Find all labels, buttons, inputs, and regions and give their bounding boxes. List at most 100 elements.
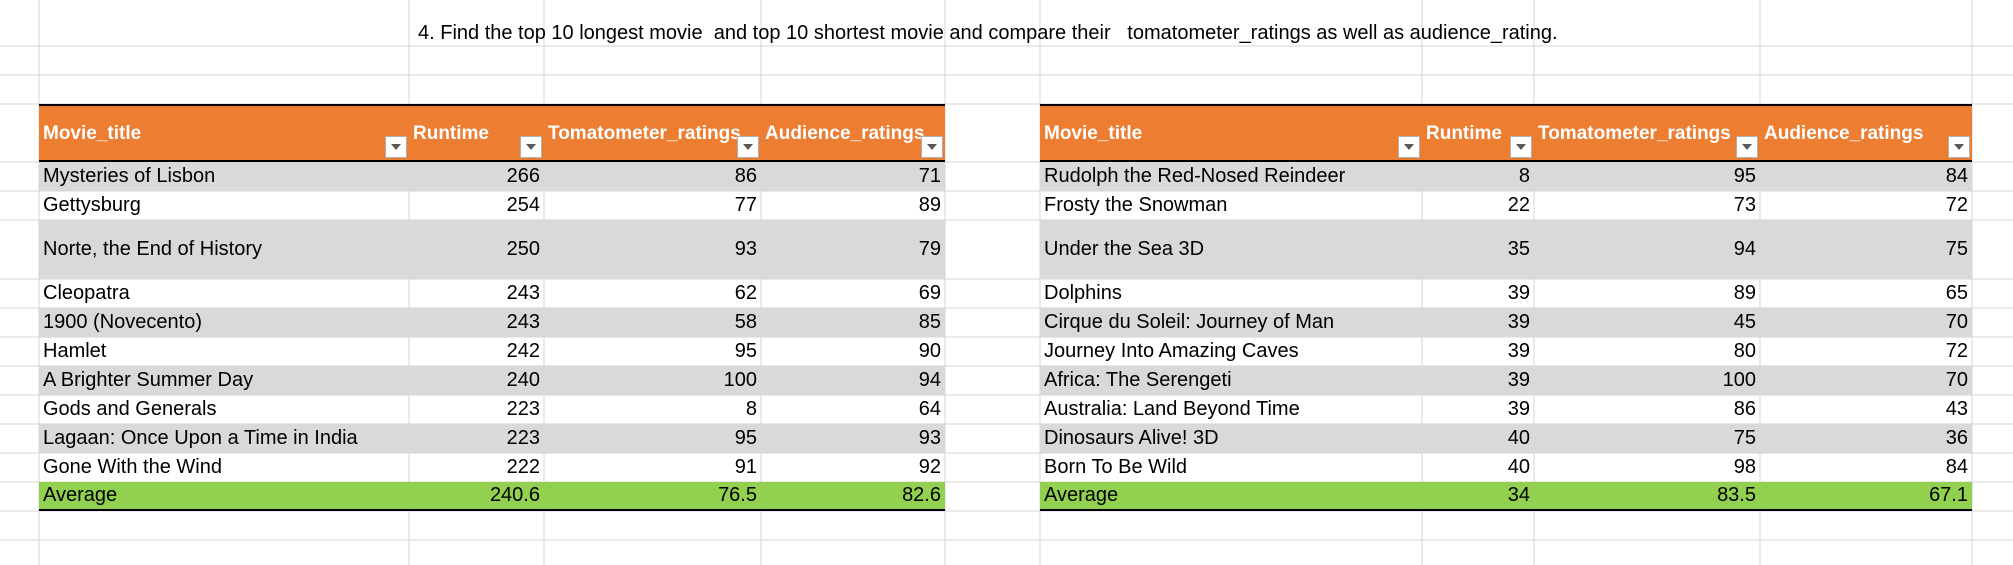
cell-movie-title[interactable]: Australia: Land Beyond Time	[1044, 398, 1300, 420]
cell-movie-title[interactable]: Hamlet	[43, 340, 107, 362]
cell-runtime[interactable]: 39	[1507, 340, 1530, 362]
cell-audience-ratings[interactable]: 89	[918, 194, 941, 216]
cell-tomatometer-ratings[interactable]: 45	[1733, 311, 1756, 333]
cell-movie-title[interactable]: Dinosaurs Alive! 3D	[1044, 427, 1219, 449]
cell-movie-title[interactable]: Born To Be Wild	[1044, 456, 1188, 478]
cell-audience-ratings[interactable]: 70	[1945, 311, 1968, 333]
filter-button-audience-ratings[interactable]	[921, 136, 943, 158]
cell-runtime[interactable]: 266	[506, 165, 540, 187]
cell-tomatometer-ratings[interactable]: 80	[1733, 340, 1756, 362]
average-movie-title[interactable]: Average	[1044, 484, 1119, 506]
cell-tomatometer-ratings[interactable]: 58	[734, 311, 757, 333]
cell-movie-title[interactable]: Gods and Generals	[43, 398, 217, 420]
cell-movie-title[interactable]: Cirque du Soleil: Journey of Man	[1044, 311, 1335, 333]
cell-movie-title[interactable]: Journey Into Amazing Caves	[1044, 340, 1299, 362]
cell-runtime[interactable]: 39	[1507, 282, 1530, 304]
cell-movie-title[interactable]: Gone With the Wind	[43, 456, 222, 478]
average-runtime[interactable]: 240.6	[489, 484, 540, 506]
cell-runtime[interactable]: 22	[1507, 194, 1530, 216]
cell-movie-title[interactable]: Mysteries of Lisbon	[43, 165, 216, 187]
average-audience-ratings[interactable]: 82.6	[902, 484, 941, 506]
cell-audience-ratings[interactable]: 64	[918, 398, 941, 420]
cell-runtime[interactable]: 240	[506, 369, 540, 391]
cell-audience-ratings[interactable]: 43	[1945, 398, 1968, 420]
cell-movie-title[interactable]: Norte, the End of History	[43, 238, 262, 260]
cell-audience-ratings[interactable]: 72	[1945, 194, 1968, 216]
cell-movie-title[interactable]: Frosty the Snowman	[1044, 194, 1228, 216]
cell-tomatometer-ratings[interactable]: 77	[734, 194, 757, 216]
cell-movie-title[interactable]: Under the Sea 3D	[1044, 238, 1205, 260]
cell-tomatometer-ratings[interactable]: 95	[1733, 165, 1756, 187]
cell-tomatometer-ratings[interactable]: 86	[734, 165, 757, 187]
table-row: Rudolph the Red-Nosed Reindeer 8 95 84	[1040, 162, 1972, 191]
cell-runtime[interactable]: 39	[1507, 398, 1530, 420]
cell-audience-ratings[interactable]: 71	[918, 165, 941, 187]
cell-movie-title[interactable]: Rudolph the Red-Nosed Reindeer	[1044, 165, 1346, 187]
table-row: Mysteries of Lisbon 266 86 71	[39, 162, 945, 191]
cell-tomatometer-ratings[interactable]: 94	[1733, 238, 1756, 260]
cell-tomatometer-ratings[interactable]: 75	[1733, 427, 1756, 449]
cell-tomatometer-ratings[interactable]: 62	[734, 282, 757, 304]
cell-tomatometer-ratings[interactable]: 86	[1733, 398, 1756, 420]
cell-audience-ratings[interactable]: 72	[1945, 340, 1968, 362]
filter-button-runtime[interactable]	[1510, 136, 1532, 158]
cell-runtime[interactable]: 243	[506, 282, 540, 304]
cell-audience-ratings[interactable]: 94	[918, 369, 941, 391]
cell-audience-ratings[interactable]: 92	[918, 456, 941, 478]
cell-audience-ratings[interactable]: 75	[1945, 238, 1968, 260]
cell-runtime[interactable]: 35	[1507, 238, 1530, 260]
cell-runtime[interactable]: 8	[1518, 165, 1530, 187]
cell-runtime[interactable]: 223	[506, 427, 540, 449]
filter-button-audience-ratings[interactable]	[1948, 136, 1970, 158]
cell-audience-ratings[interactable]: 85	[918, 311, 941, 333]
cell-movie-title[interactable]: Dolphins	[1044, 282, 1122, 304]
filter-button-tomatometer-ratings[interactable]	[1736, 136, 1758, 158]
cell-audience-ratings[interactable]: 36	[1945, 427, 1968, 449]
cell-runtime[interactable]: 223	[506, 398, 540, 420]
cell-audience-ratings[interactable]: 65	[1945, 282, 1968, 304]
filter-button-movie-title[interactable]	[385, 136, 407, 158]
cell-audience-ratings[interactable]: 84	[1945, 165, 1968, 187]
cell-movie-title[interactable]: Lagaan: Once Upon a Time in India	[43, 427, 358, 449]
cell-audience-ratings[interactable]: 93	[918, 427, 941, 449]
cell-movie-title[interactable]: Gettysburg	[43, 194, 141, 216]
cell-tomatometer-ratings[interactable]: 95	[734, 427, 757, 449]
cell-movie-title[interactable]: 1900 (Novecento)	[43, 311, 202, 333]
cell-movie-title[interactable]: Africa: The Serengeti	[1044, 369, 1232, 391]
cell-runtime[interactable]: 39	[1507, 311, 1530, 333]
cell-tomatometer-ratings[interactable]: 89	[1733, 282, 1756, 304]
cell-tomatometer-ratings[interactable]: 100	[1722, 369, 1756, 391]
column-header-tomatometer-ratings: Tomatometer_ratings	[1538, 123, 1731, 144]
cell-runtime[interactable]: 39	[1507, 369, 1530, 391]
cell-tomatometer-ratings[interactable]: 98	[1733, 456, 1756, 478]
cell-tomatometer-ratings[interactable]: 93	[734, 238, 757, 260]
average-tomatometer-ratings[interactable]: 83.5	[1717, 484, 1756, 506]
cell-runtime[interactable]: 222	[506, 456, 540, 478]
cell-movie-title[interactable]: A Brighter Summer Day	[43, 369, 254, 391]
cell-tomatometer-ratings[interactable]: 95	[734, 340, 757, 362]
filter-button-runtime[interactable]	[520, 136, 542, 158]
cell-runtime[interactable]: 242	[506, 340, 540, 362]
cell-tomatometer-ratings[interactable]: 73	[1733, 194, 1756, 216]
cell-runtime[interactable]: 40	[1507, 427, 1530, 449]
average-row: Average 34 83.5 67.1	[1040, 482, 1972, 511]
cell-runtime[interactable]: 254	[506, 194, 540, 216]
average-tomatometer-ratings[interactable]: 76.5	[718, 484, 757, 506]
cell-runtime[interactable]: 243	[506, 311, 540, 333]
cell-audience-ratings[interactable]: 70	[1945, 369, 1968, 391]
cell-tomatometer-ratings[interactable]: 8	[745, 398, 757, 420]
cell-movie-title[interactable]: Cleopatra	[43, 282, 130, 304]
cell-tomatometer-ratings[interactable]: 91	[734, 456, 757, 478]
cell-runtime[interactable]: 40	[1507, 456, 1530, 478]
filter-button-tomatometer-ratings[interactable]	[737, 136, 759, 158]
filter-button-movie-title[interactable]	[1398, 136, 1420, 158]
cell-tomatometer-ratings[interactable]: 100	[723, 369, 757, 391]
average-movie-title[interactable]: Average	[43, 484, 118, 506]
cell-audience-ratings[interactable]: 69	[918, 282, 941, 304]
cell-audience-ratings[interactable]: 84	[1945, 456, 1968, 478]
cell-audience-ratings[interactable]: 90	[918, 340, 941, 362]
average-audience-ratings[interactable]: 67.1	[1929, 484, 1968, 506]
cell-runtime[interactable]: 250	[506, 238, 540, 260]
average-runtime[interactable]: 34	[1507, 484, 1530, 506]
cell-audience-ratings[interactable]: 79	[918, 238, 941, 260]
